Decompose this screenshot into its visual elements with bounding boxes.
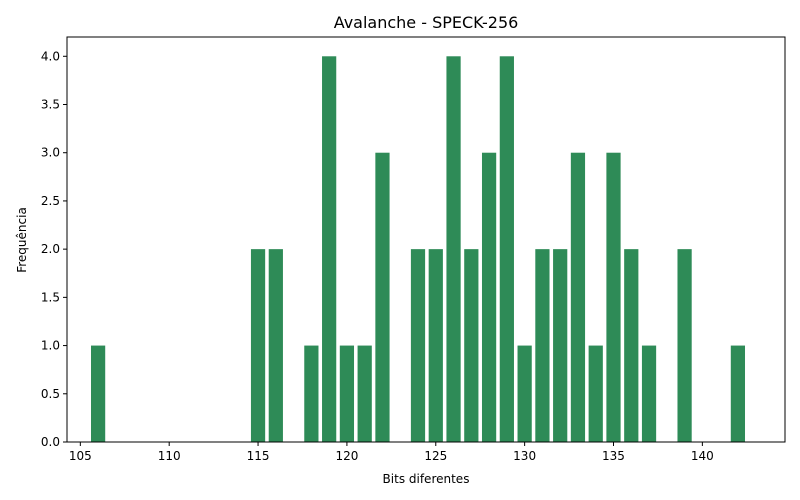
bar-129 (499, 56, 514, 442)
y-tick-label: 3.0 (41, 146, 60, 160)
bar-137 (641, 345, 657, 442)
bar-118 (304, 345, 319, 442)
bar-134 (588, 345, 603, 442)
x-axis: 105 110 115 120 125 130 135 140 (69, 442, 714, 463)
bar-127 (464, 249, 479, 442)
bar-121 (357, 345, 372, 442)
x-tick-label: 120 (335, 449, 358, 463)
bar-119 (322, 56, 337, 442)
bar-122 (375, 152, 390, 442)
bar-116 (268, 249, 283, 442)
y-axis-label: Frequência (15, 207, 29, 273)
x-tick-label: 135 (602, 449, 625, 463)
bar-series (90, 56, 746, 442)
y-tick-label: 1.5 (41, 290, 60, 304)
y-tick-label: 4.0 (41, 49, 60, 63)
bar-124 (410, 249, 426, 442)
y-tick-label: 1.0 (41, 339, 60, 353)
plot-frame (66, 36, 786, 443)
x-tick-label: 125 (424, 449, 447, 463)
bar-139 (677, 249, 692, 442)
bar-133 (570, 152, 586, 442)
bar-136 (624, 249, 639, 442)
x-tick-label: 140 (691, 449, 714, 463)
y-axis: 0.0 0.5 1.0 1.5 2.0 2.5 3.0 3.5 4.0 (41, 49, 67, 449)
x-tick-label: 105 (69, 449, 92, 463)
bar-120 (339, 345, 355, 442)
bar-135 (606, 152, 621, 442)
bar-126 (446, 56, 461, 442)
x-tick-label: 130 (513, 449, 536, 463)
x-tick-label: 110 (158, 449, 181, 463)
x-axis-label: Bits diferentes (383, 472, 470, 486)
y-tick-label: 2.0 (41, 242, 60, 256)
chart-title: Avalanche - SPECK-256 (334, 13, 519, 32)
x-tick-label: 115 (247, 449, 270, 463)
bar-125 (428, 249, 443, 442)
bar-115 (250, 249, 266, 442)
bar-132 (553, 249, 568, 442)
y-tick-label: 2.5 (41, 194, 60, 208)
bar-131 (535, 249, 550, 442)
bar-106 (90, 345, 106, 442)
y-tick-label: 0.0 (41, 435, 60, 449)
y-tick-label: 0.5 (41, 387, 60, 401)
bar-128 (481, 152, 497, 442)
bar-130 (517, 345, 532, 442)
y-tick-label: 3.5 (41, 98, 60, 112)
bar-142 (730, 345, 746, 442)
